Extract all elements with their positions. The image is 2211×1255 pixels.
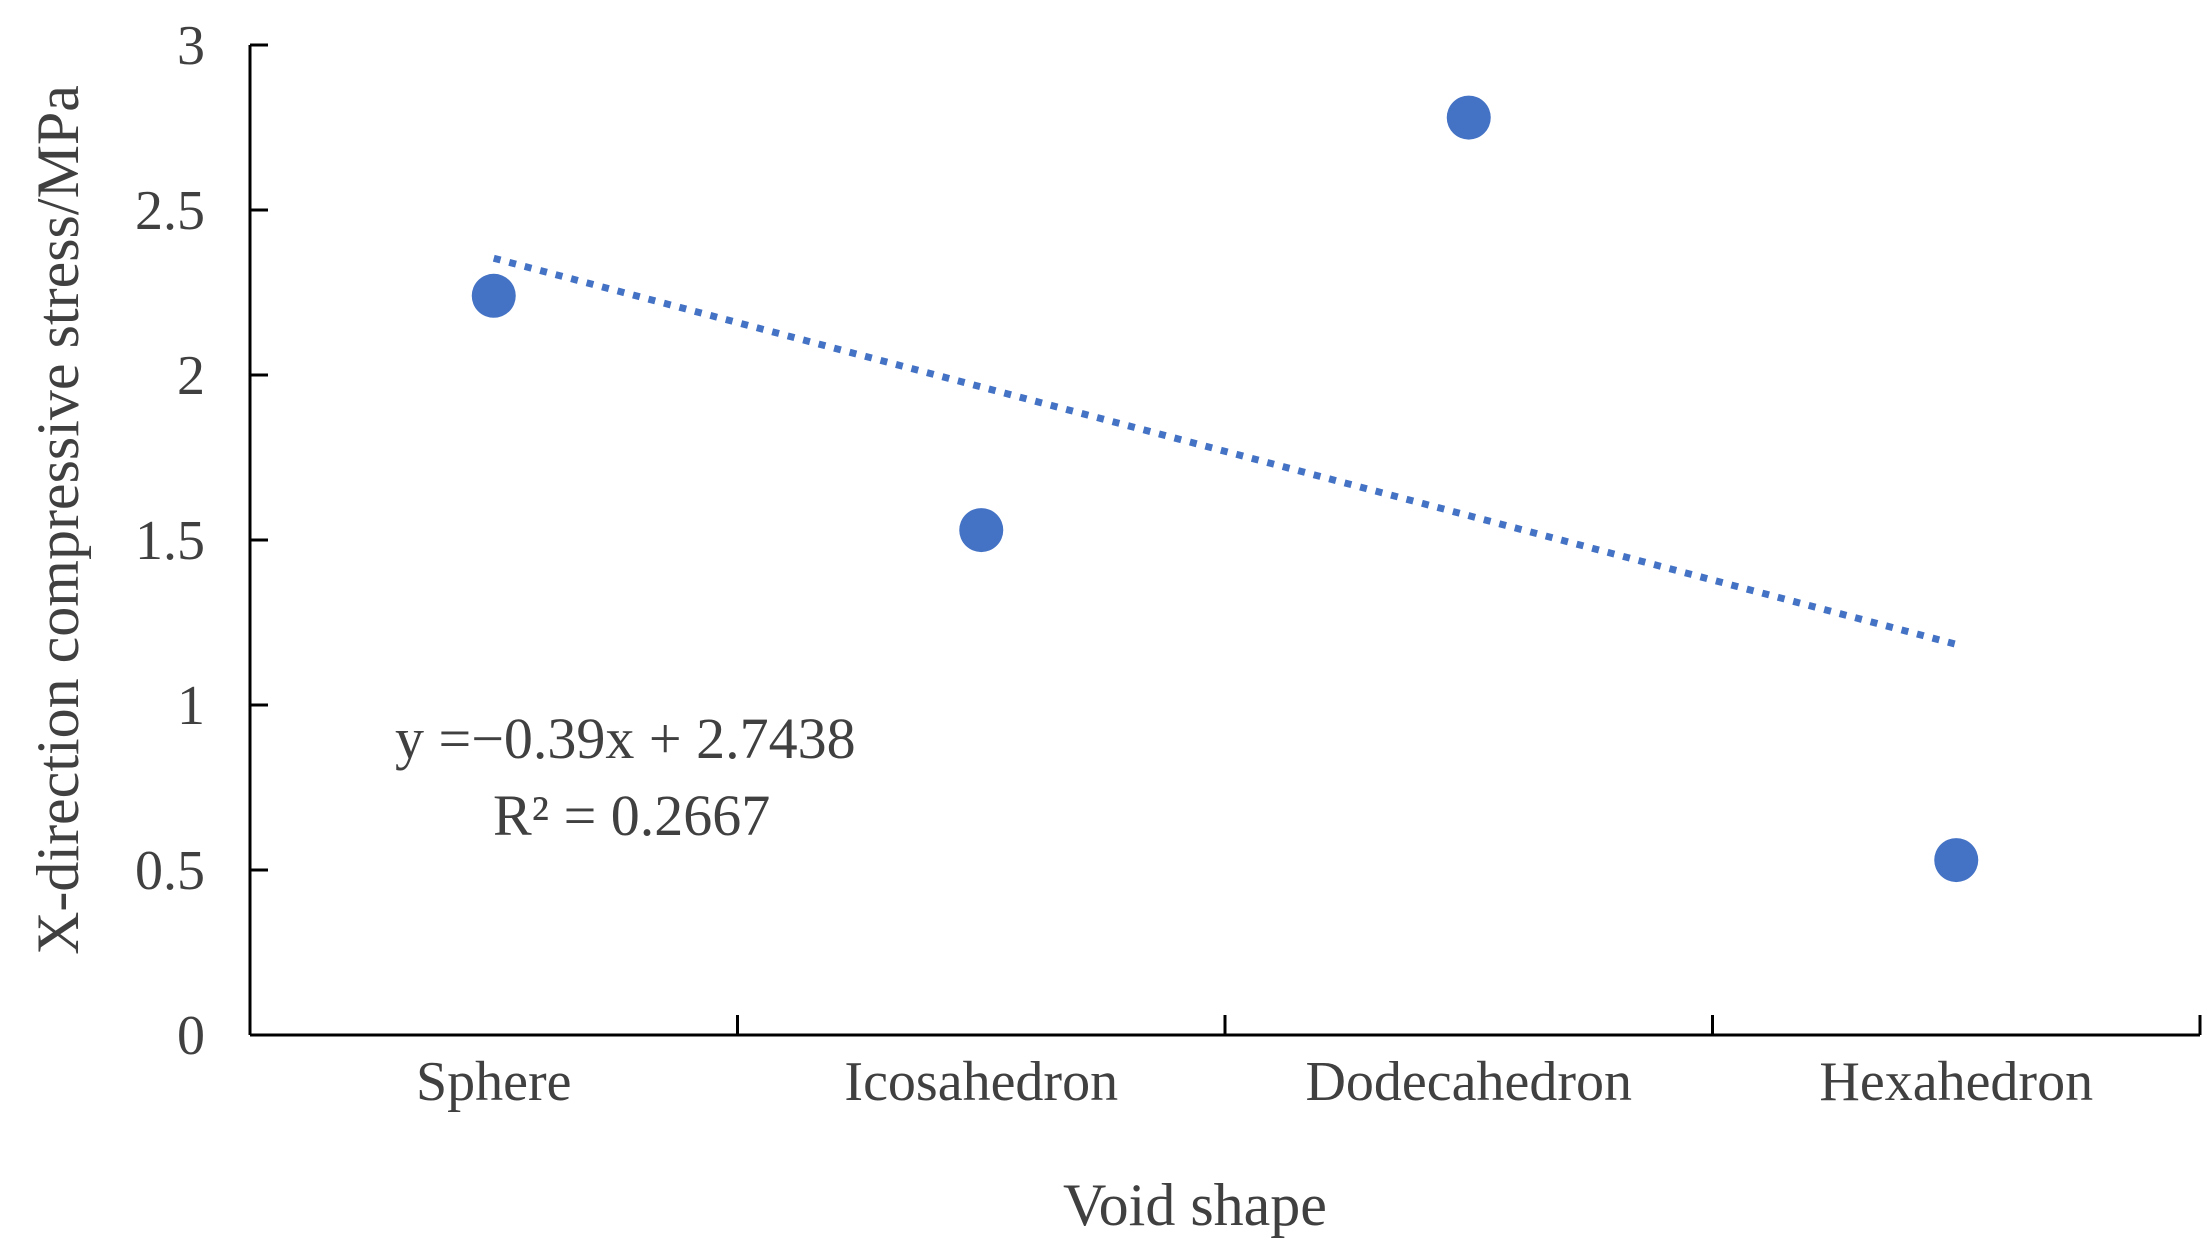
data-point-icosahedron <box>959 508 1004 553</box>
x-tick-label: Dodecahedron <box>1305 1051 1632 1113</box>
labels-group: 0 0.5 1 1.5 2 2.5 3 Sphere Icosahedron Dodecahedr… <box>135 15 2093 1113</box>
points-group <box>471 95 1979 883</box>
trendline-group <box>492 254 1958 648</box>
data-point-sphere <box>471 273 516 318</box>
trendline-equation: y =−0.39x + 2.7438 <box>395 706 856 771</box>
y-axis-title: X-direction compressive stress/MPa <box>25 85 91 955</box>
x-tick-label: Sphere <box>416 1051 572 1113</box>
trendline <box>492 254 1958 648</box>
y-tick-label: 0 <box>177 1005 205 1067</box>
data-point-dodecahedron <box>1446 95 1491 140</box>
trendline-r-squared: R² = 0.2667 <box>493 783 770 848</box>
y-tick-label: 2.5 <box>135 180 205 242</box>
data-point-hexahedron <box>1934 838 1979 883</box>
y-tick-label: 3 <box>177 15 205 77</box>
y-tick-label: 2 <box>177 345 205 407</box>
x-tick-label: Icosahedron <box>844 1051 1118 1113</box>
y-tick-label: 1.5 <box>135 510 205 572</box>
x-axis-title: Void shape <box>1063 1172 1327 1238</box>
y-tick-label: 1 <box>177 675 205 737</box>
y-tick-label: 0.5 <box>135 840 205 902</box>
axes-group <box>248 43 2202 1037</box>
x-tick-label: Hexahedron <box>1819 1051 2093 1113</box>
